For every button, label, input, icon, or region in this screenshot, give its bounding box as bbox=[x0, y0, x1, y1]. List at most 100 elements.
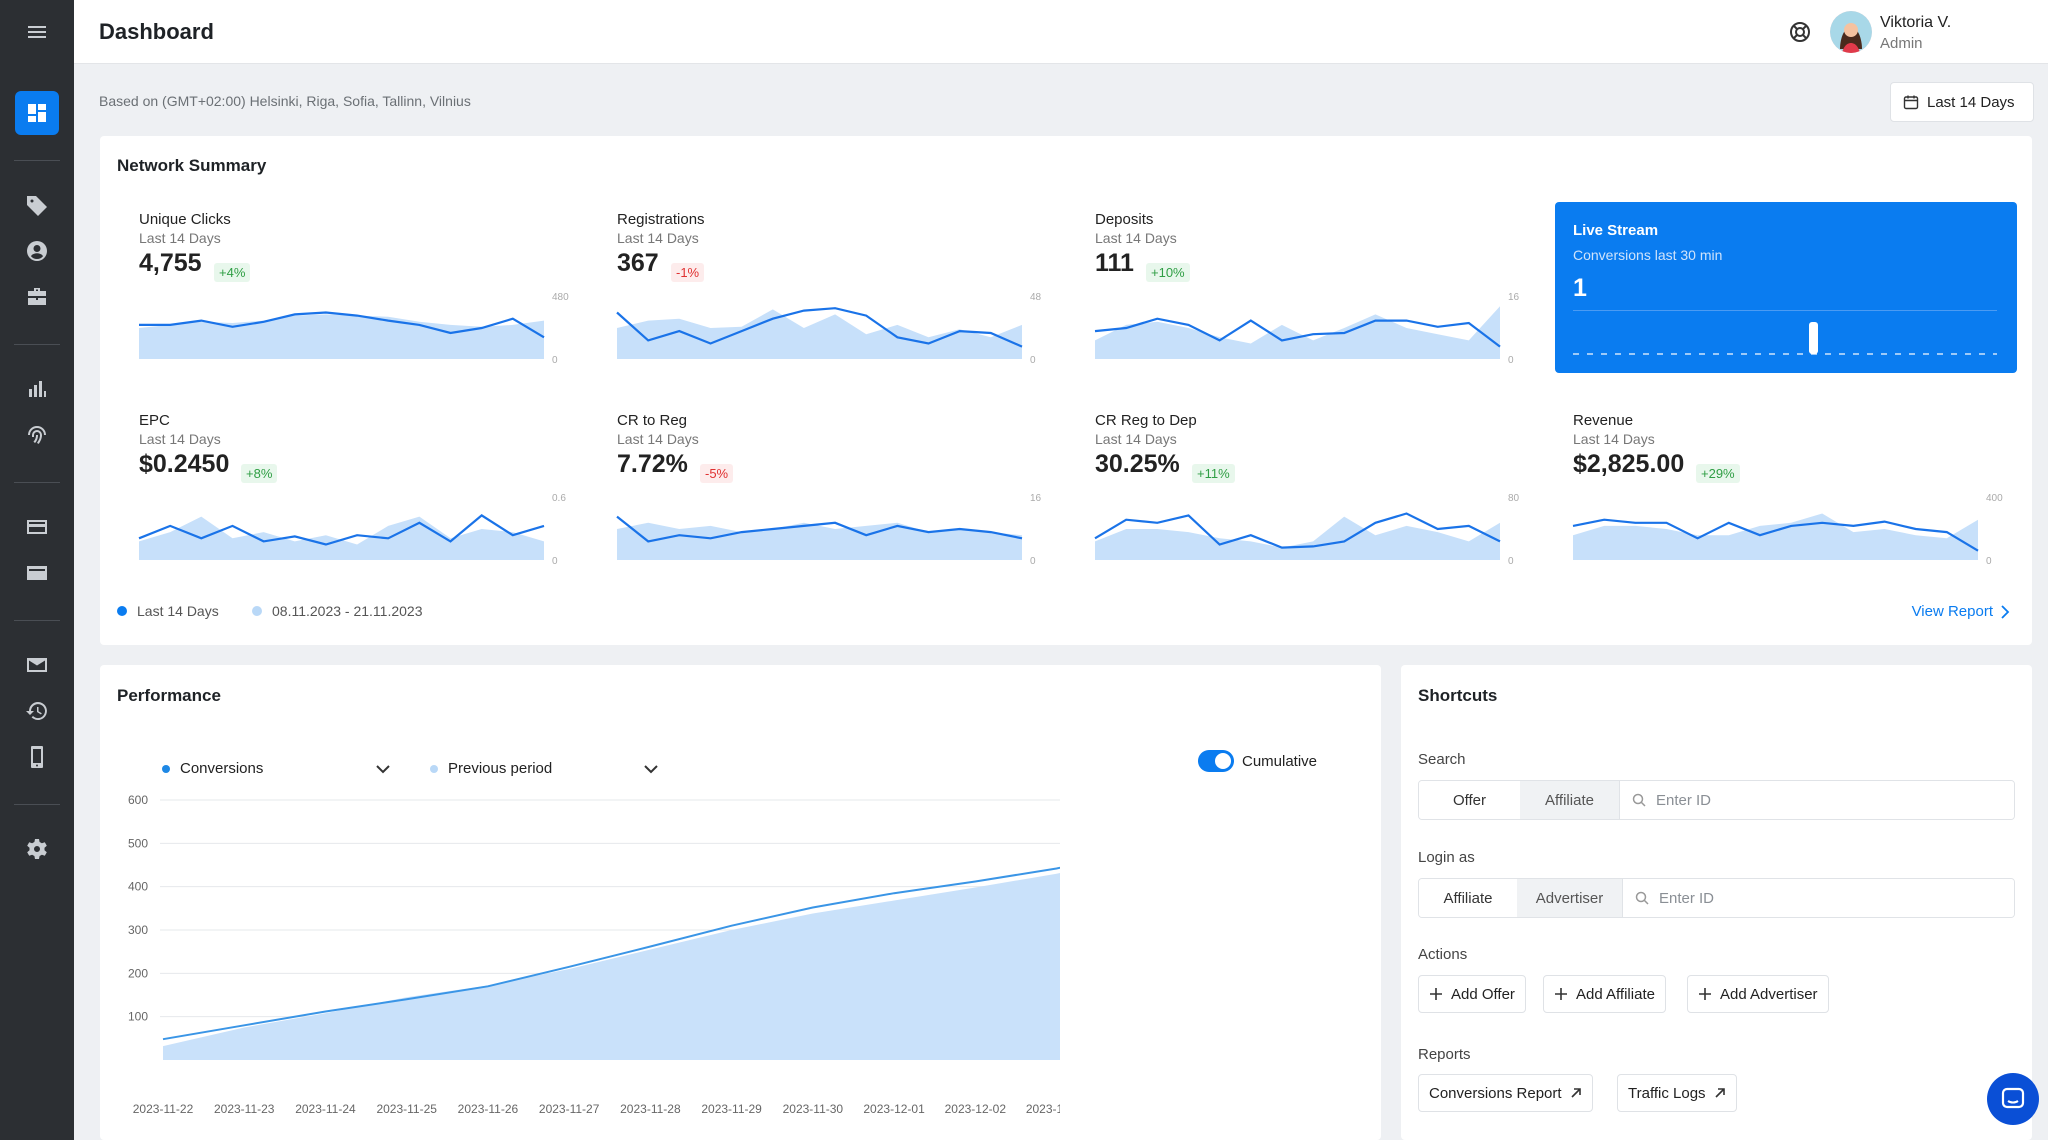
sidebar-item-dashboard[interactable] bbox=[15, 91, 59, 135]
x-tick-label: 2023-11-24 bbox=[295, 1102, 356, 1116]
date-range-button[interactable]: Last 14 Days bbox=[1890, 82, 2034, 122]
conversions-report-button[interactable]: Conversions Report bbox=[1418, 1074, 1593, 1112]
sparkline-max-label: 16 bbox=[1508, 292, 1520, 303]
search-icon bbox=[1635, 891, 1649, 905]
metric-change-badge: +8% bbox=[241, 464, 278, 483]
live-stream-divider bbox=[1573, 310, 1997, 311]
current-period-line bbox=[1572, 518, 1979, 552]
cumulative-toggle[interactable] bbox=[1198, 750, 1234, 772]
performance-title: Performance bbox=[117, 686, 221, 705]
help-icon[interactable] bbox=[1788, 20, 1812, 44]
metric-name: Revenue bbox=[1573, 412, 1634, 429]
search-option-affiliate[interactable]: Affiliate bbox=[1520, 781, 1619, 819]
conversions-report-label: Conversions Report bbox=[1429, 1084, 1562, 1102]
legend-current: Last 14 Days bbox=[117, 603, 219, 619]
sparkline-max-label: 80 bbox=[1508, 493, 1520, 504]
current-period-line bbox=[1094, 317, 1501, 348]
sidebar-item-bar-chart[interactable] bbox=[15, 367, 59, 411]
chevron-down-icon bbox=[644, 764, 658, 773]
view-report-link[interactable]: View Report bbox=[1912, 603, 2011, 620]
metric-name: Deposits bbox=[1095, 211, 1154, 228]
sidebar-item-fingerprint[interactable] bbox=[15, 413, 59, 457]
x-tick-label: 2023-11-23 bbox=[214, 1102, 275, 1116]
sparkline-max-label: 16 bbox=[1030, 493, 1042, 504]
search-control: Offer Affiliate Enter ID bbox=[1418, 780, 2015, 820]
legend-previous-label: 08.11.2023 - 21.11.2023 bbox=[272, 603, 423, 619]
y-tick-label-left: 500 bbox=[128, 836, 148, 850]
card-icon bbox=[27, 520, 47, 534]
metric-card: Revenue Last 14 Days $2,825.00 +29% 400 0 bbox=[1572, 412, 2023, 582]
x-tick-label: 2023-11-28 bbox=[620, 1102, 681, 1116]
metric-change-badge: +29% bbox=[1696, 464, 1740, 483]
user-name[interactable]: Viktoria V. bbox=[1880, 14, 1952, 31]
metric-sparkline: 400 0 bbox=[1572, 493, 2003, 567]
date-range-label: Last 14 Days bbox=[1927, 93, 2015, 111]
login-as-placeholder: Enter ID bbox=[1659, 889, 1715, 907]
sidebar-item-mobile[interactable] bbox=[15, 735, 59, 779]
live-stream-card[interactable]: Live Stream Conversions last 30 min 1 bbox=[1555, 202, 2017, 373]
previous-period-area bbox=[1573, 513, 1978, 560]
current-period-line bbox=[616, 307, 1023, 348]
previous-period-area bbox=[1095, 306, 1500, 359]
login-option-advertiser[interactable]: Advertiser bbox=[1517, 879, 1622, 917]
dashboard-icon bbox=[28, 104, 46, 122]
metric-value: 111 bbox=[1095, 249, 1134, 277]
avatar[interactable] bbox=[1830, 11, 1872, 53]
sidebar-item-history[interactable] bbox=[15, 689, 59, 733]
metric-card: Deposits Last 14 Days 111 +10% 16 0 bbox=[1094, 211, 1545, 381]
sparkline-min-label: 0 bbox=[1030, 355, 1036, 366]
add-advertiser-button[interactable]: Add Advertiser bbox=[1687, 975, 1829, 1013]
x-tick-label: 2023-11-22 bbox=[133, 1102, 194, 1116]
add-offer-button[interactable]: Add Offer bbox=[1418, 975, 1526, 1013]
timezone-note: Based on (GMT+02:00) Helsinki, Riga, Sof… bbox=[99, 93, 471, 109]
current-period-line bbox=[138, 514, 545, 546]
search-option-offer[interactable]: Offer bbox=[1419, 781, 1520, 819]
previous-period-select[interactable]: Previous period bbox=[430, 760, 658, 777]
add-advertiser-label: Add Advertiser bbox=[1720, 985, 1818, 1003]
x-tick-label: 2023-11-25 bbox=[376, 1102, 437, 1116]
login-option-affiliate[interactable]: Affiliate bbox=[1419, 879, 1517, 917]
x-tick-label: 2023-12-03 bbox=[1026, 1102, 1060, 1116]
y-tick-label-left: 400 bbox=[128, 880, 148, 894]
sidebar-divider bbox=[14, 482, 60, 483]
sidebar-divider bbox=[14, 344, 60, 345]
shortcuts-title: Shortcuts bbox=[1418, 686, 1498, 705]
sidebar-item-menu[interactable] bbox=[15, 10, 59, 54]
sidebar-item-user[interactable] bbox=[15, 229, 59, 273]
sparkline-min-label: 0 bbox=[1986, 556, 1992, 567]
add-offer-label: Add Offer bbox=[1451, 985, 1515, 1003]
sparkline-max-label: 400 bbox=[1986, 493, 2003, 504]
sparkline-min-label: 0 bbox=[1030, 556, 1036, 567]
metric-sparkline: 480 0 bbox=[139, 292, 569, 366]
view-report-label: View Report bbox=[1911, 603, 1993, 620]
previous-period-select-label: Previous period bbox=[448, 760, 553, 777]
sparkline-max-label: 480 bbox=[552, 292, 569, 303]
tag-icon bbox=[27, 196, 47, 216]
x-tick-label: 2023-12-01 bbox=[863, 1102, 925, 1116]
sparkline-min-label: 0 bbox=[1508, 355, 1514, 366]
x-tick-label: 2023-11-26 bbox=[458, 1102, 519, 1116]
sidebar-item-payment[interactable] bbox=[15, 551, 59, 595]
search-label: Search bbox=[1418, 751, 1466, 768]
sidebar-item-briefcase[interactable] bbox=[15, 275, 59, 319]
metric-period: Last 14 Days bbox=[139, 230, 221, 246]
history-icon bbox=[26, 702, 47, 720]
login-as-input[interactable]: Enter ID bbox=[1622, 879, 2014, 917]
add-affiliate-button[interactable]: Add Affiliate bbox=[1543, 975, 1666, 1013]
sidebar-item-settings[interactable] bbox=[15, 827, 59, 871]
traffic-logs-button[interactable]: Traffic Logs bbox=[1617, 1074, 1737, 1112]
sidebar-item-mail[interactable] bbox=[15, 643, 59, 687]
conversions-select[interactable]: Conversions bbox=[162, 760, 390, 777]
live-stream-bar bbox=[1809, 322, 1818, 354]
sparkline-min-label: 0 bbox=[1508, 556, 1514, 567]
traffic-logs-label: Traffic Logs bbox=[1628, 1084, 1706, 1102]
chat-launcher-button[interactable] bbox=[1987, 1073, 2039, 1125]
sparkline-min-label: 0 bbox=[552, 355, 558, 366]
legend-dot-current bbox=[117, 606, 127, 616]
sidebar-item-tag[interactable] bbox=[15, 183, 59, 227]
calendar-icon bbox=[1903, 95, 1919, 110]
metric-card: CR Reg to Dep Last 14 Days 30.25% +11% 80 0 bbox=[1094, 412, 1545, 582]
live-stream-title: Live Stream bbox=[1573, 222, 1659, 239]
search-input[interactable]: Enter ID bbox=[1619, 781, 2014, 819]
sidebar-item-card[interactable] bbox=[15, 505, 59, 549]
